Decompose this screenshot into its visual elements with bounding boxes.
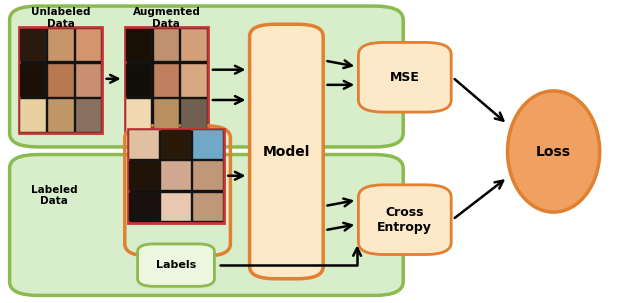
Polygon shape (126, 99, 152, 132)
FancyBboxPatch shape (358, 185, 451, 255)
Text: Model: Model (262, 145, 310, 158)
Polygon shape (76, 64, 101, 97)
FancyBboxPatch shape (138, 244, 214, 286)
Polygon shape (129, 193, 159, 221)
Polygon shape (154, 64, 179, 97)
FancyBboxPatch shape (19, 27, 102, 133)
Polygon shape (181, 99, 207, 132)
Polygon shape (126, 64, 152, 97)
Polygon shape (154, 29, 179, 61)
Polygon shape (48, 29, 74, 61)
Polygon shape (193, 193, 223, 221)
Polygon shape (161, 193, 191, 221)
Polygon shape (76, 29, 101, 61)
Polygon shape (20, 99, 46, 132)
Polygon shape (181, 29, 207, 61)
FancyBboxPatch shape (250, 24, 323, 279)
Polygon shape (161, 130, 191, 159)
Text: Augmented
Data: Augmented Data (132, 7, 200, 29)
Text: Unlabeled
Data: Unlabeled Data (31, 7, 90, 29)
Polygon shape (154, 99, 179, 132)
FancyBboxPatch shape (10, 6, 403, 147)
Text: Cross
Entropy: Cross Entropy (378, 206, 432, 234)
FancyBboxPatch shape (10, 155, 403, 295)
Polygon shape (129, 130, 159, 159)
Polygon shape (193, 130, 223, 159)
Polygon shape (126, 29, 152, 61)
Text: Labels: Labels (156, 260, 196, 270)
Polygon shape (76, 99, 101, 132)
FancyBboxPatch shape (125, 27, 208, 133)
Polygon shape (48, 64, 74, 97)
Polygon shape (181, 64, 207, 97)
Polygon shape (161, 161, 191, 190)
Polygon shape (193, 161, 223, 190)
Polygon shape (20, 29, 46, 61)
Polygon shape (20, 64, 46, 97)
Ellipse shape (508, 91, 600, 212)
FancyBboxPatch shape (358, 42, 451, 112)
Text: Loss: Loss (536, 145, 571, 158)
Polygon shape (129, 161, 159, 190)
FancyBboxPatch shape (128, 129, 224, 223)
Text: MSE: MSE (390, 71, 420, 84)
Polygon shape (48, 99, 74, 132)
Text: Labeled
Data: Labeled Data (31, 185, 77, 206)
